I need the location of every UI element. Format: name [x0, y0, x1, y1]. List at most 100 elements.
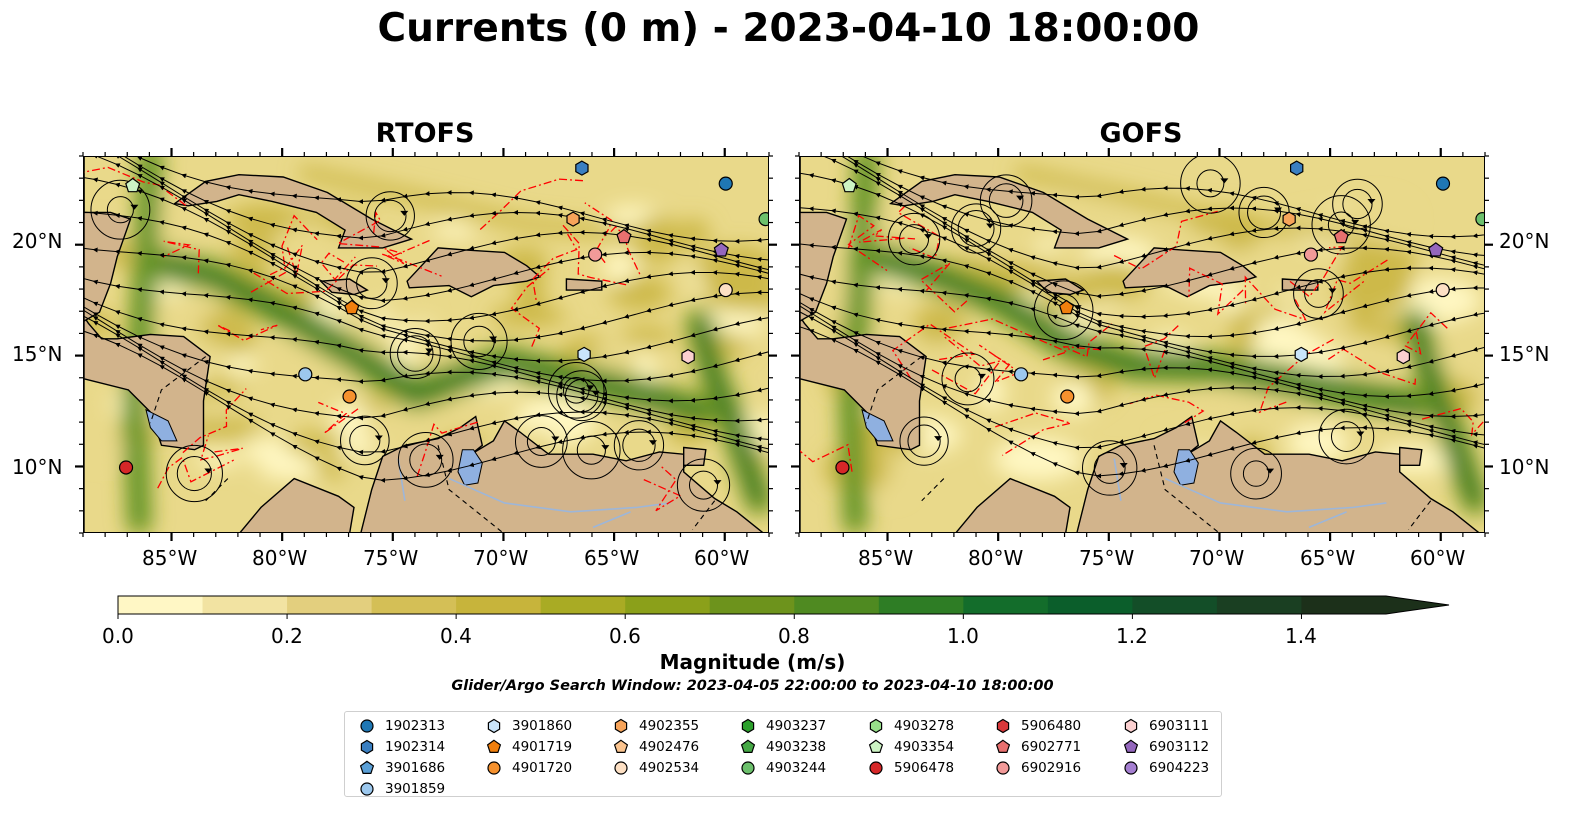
lat-label-15-right: 15°N	[1499, 342, 1550, 366]
colorbar-segment	[1216, 596, 1303, 614]
colorbar-tick-label: 0.0	[102, 624, 134, 648]
legend-marker-circle-icon	[360, 782, 374, 796]
legend-item: 3901860	[486, 716, 572, 736]
colorbar-segment	[1132, 596, 1218, 614]
panel-title-gofs: GOFS	[1099, 118, 1183, 149]
river	[448, 477, 671, 513]
float-marker	[718, 176, 733, 191]
legend-marker-pentagon-icon	[868, 739, 884, 753]
legend-item: 6902916	[995, 758, 1081, 778]
float-marker	[1303, 247, 1319, 262]
colorbar-segment	[878, 596, 964, 614]
legend-item: 6903112	[1123, 737, 1209, 757]
legend-item: 1902314	[359, 737, 445, 757]
float-marker	[713, 242, 729, 257]
float-marker	[298, 367, 313, 382]
lon-label-65w-gofs: 65°W	[1300, 546, 1356, 570]
legend-label: 4901720	[512, 760, 573, 776]
legend-item: 6903111	[1123, 716, 1209, 736]
lat-label-20-left: 20°N	[12, 229, 63, 253]
lat-label-10-left: 10°N	[12, 455, 63, 479]
colorbar-extend-arrow	[1386, 596, 1449, 614]
colorbar-segment	[794, 596, 880, 614]
map-panel-rtofs	[83, 156, 769, 533]
legend-item: 4903244	[740, 758, 826, 778]
legend-marker-circle-icon	[869, 761, 883, 775]
legend-label: 5906478	[894, 760, 955, 776]
colorbar-segment	[963, 596, 1049, 614]
colorbar-segment	[118, 596, 204, 614]
float-marker	[1333, 228, 1349, 244]
colorbar-segment	[540, 596, 626, 614]
colorbar-segment	[287, 596, 373, 614]
float-marker	[718, 282, 733, 298]
streamlines	[800, 157, 1484, 500]
legend-item: 3901686	[359, 758, 445, 778]
legend-item: 6902771	[995, 737, 1081, 757]
legend-marker-hexagon-icon	[1124, 718, 1138, 734]
legend-label: 1902314	[385, 739, 446, 755]
colorbar-segment	[625, 596, 711, 614]
legend-label: 4902355	[639, 718, 700, 734]
colorbar-segment	[1301, 596, 1387, 614]
float-marker	[835, 460, 850, 475]
colorbar-tick-label: 1.2	[1116, 624, 1148, 648]
legend-marker-hexagon-icon	[614, 718, 628, 734]
colorbar-segment	[371, 596, 457, 614]
streamlines	[84, 157, 768, 512]
legend-marker-pentagon-icon	[1123, 739, 1139, 753]
float-markers	[835, 160, 1484, 475]
float-marker	[342, 389, 357, 404]
legend-marker-pentagon-icon	[613, 739, 629, 753]
river	[1308, 511, 1347, 529]
float-marker	[616, 228, 632, 244]
legend-label: 5906480	[1021, 718, 1082, 734]
lon-label-85w-gofs: 85°W	[858, 546, 914, 570]
float-marker	[1435, 176, 1451, 191]
colorbar-tick-label: 0.2	[271, 624, 303, 648]
legend-item: 4903354	[868, 737, 954, 757]
colorbar-segment	[1047, 596, 1133, 614]
lat-label-10-right: 10°N	[1499, 455, 1550, 479]
legend-label: 3901686	[385, 760, 446, 776]
legend-item: 4902476	[613, 737, 699, 757]
legend-label: 4903238	[766, 739, 827, 755]
lon-label-60w-gofs: 60°W	[1410, 546, 1466, 570]
legend-label: 4902534	[639, 760, 700, 776]
lon-label-70w-gofs: 70°W	[1189, 546, 1245, 570]
legend-item: 4901719	[486, 737, 572, 757]
colorbar-tick-label: 0.8	[778, 624, 810, 648]
float-marker	[588, 247, 603, 262]
float-marker	[758, 211, 768, 227]
country-border	[1408, 500, 1432, 530]
lon-label-70w-rtofs: 70°W	[473, 546, 529, 570]
legend-marker-circle-icon	[996, 761, 1010, 775]
legend-item: 5906478	[868, 758, 954, 778]
legend-marker-pentagon-icon	[486, 739, 502, 753]
lon-label-80w-rtofs: 80°W	[252, 546, 308, 570]
float-marker	[566, 211, 580, 227]
country-border	[437, 445, 503, 532]
legend-label: 4903278	[894, 718, 955, 734]
float-marker	[575, 160, 589, 176]
panel-title-rtofs: RTOFS	[375, 118, 475, 149]
colorbar-segment	[709, 596, 795, 614]
figure-title: Currents (0 m) - 2023-04-10 18:00:00	[377, 6, 1200, 51]
country-border	[1153, 445, 1219, 532]
lon-label-85w-rtofs: 85°W	[142, 546, 198, 570]
float-marker	[1058, 299, 1075, 315]
float-marker	[1475, 211, 1484, 227]
float-marker	[344, 299, 360, 315]
river	[592, 511, 631, 529]
legend-item: 3901859	[359, 779, 445, 799]
colorbar-tick-label: 0.6	[609, 624, 641, 648]
legend-label: 4903354	[894, 739, 955, 755]
legend-item: 4903238	[740, 737, 826, 757]
legend-item: 6904223	[1123, 758, 1209, 778]
colorbar-tick-label: 1.0	[947, 624, 979, 648]
lon-label-75w-rtofs: 75°W	[363, 546, 419, 570]
colorbar-segment	[456, 596, 542, 614]
lon-label-80w-gofs: 80°W	[968, 546, 1024, 570]
float-marker	[1060, 389, 1075, 404]
